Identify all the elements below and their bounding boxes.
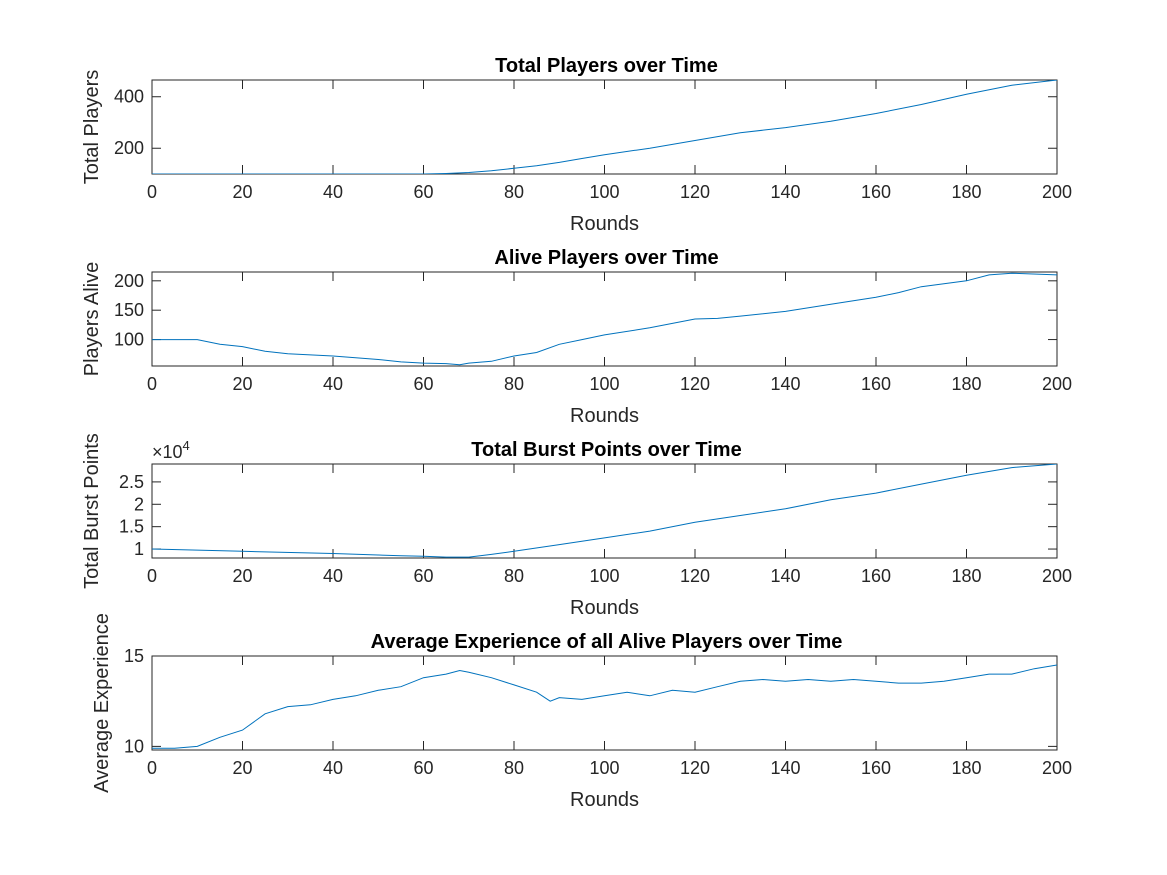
- y-tick-label: 400: [114, 87, 144, 107]
- chart-title: Average Experience of all Alive Players …: [371, 631, 843, 653]
- x-tick-label: 80: [504, 182, 524, 202]
- x-tick-label: 200: [1042, 566, 1072, 586]
- x-tick-label: 160: [861, 182, 891, 202]
- x-tick-label: 20: [232, 374, 252, 394]
- y-tick-label: 2: [134, 494, 144, 514]
- x-tick-label: 180: [951, 374, 981, 394]
- y-tick-label: 15: [124, 646, 144, 666]
- data-line: [152, 80, 1057, 174]
- exponent-power: 4: [183, 438, 190, 453]
- y-tick-label: 1.5: [119, 517, 144, 537]
- x-tick-label: 40: [323, 758, 343, 778]
- subplot-4: 0 20 40 60 80 100 120 140 160 180 200 10 15 Average E…: [91, 613, 1072, 811]
- y-tick-label: 150: [114, 300, 144, 320]
- x-tick-label: 120: [680, 182, 710, 202]
- x-tick-label: 160: [861, 374, 891, 394]
- x-tick-label: 200: [1042, 374, 1072, 394]
- x-tick-label: 100: [589, 374, 619, 394]
- x-tick-label: 140: [770, 566, 800, 586]
- x-tick-label: 0: [147, 758, 157, 778]
- x-tick-label: 200: [1042, 758, 1072, 778]
- x-tick-label: 60: [413, 374, 433, 394]
- x-tick-label: 120: [680, 566, 710, 586]
- x-tick-label: 120: [680, 758, 710, 778]
- y-axis-label: Average Experience: [91, 613, 113, 793]
- x-axis-label: Rounds: [570, 213, 639, 235]
- axes-box: [151, 271, 1058, 367]
- data-line: [152, 272, 1057, 366]
- exponent-base: ×10: [152, 442, 183, 462]
- x-tick-label: 40: [323, 566, 343, 586]
- x-axis-label: Rounds: [570, 597, 639, 619]
- chart-title: Total Players over Time: [495, 55, 718, 77]
- x-tick-label: 200: [1042, 182, 1072, 202]
- x-tick-label: 180: [951, 758, 981, 778]
- x-axis-label: Rounds: [570, 405, 639, 427]
- subplot-1: 0 20 40 60 80 100 120 140 160 180 200 200 400 Total P…: [81, 55, 1072, 235]
- y-tick-label: 2.5: [119, 472, 144, 492]
- chart-title: Total Burst Points over Time: [471, 439, 741, 461]
- y-axis-label: Players Alive: [81, 262, 103, 377]
- x-tick-label: 80: [504, 374, 524, 394]
- y-tick-label: 100: [114, 330, 144, 350]
- x-tick-label: 0: [147, 566, 157, 586]
- y-tick-label: 200: [114, 138, 144, 158]
- x-tick-label: 20: [232, 758, 252, 778]
- chart-title: Alive Players over Time: [494, 247, 718, 269]
- x-tick-label: 20: [232, 182, 252, 202]
- axes-box: [151, 655, 1058, 751]
- y-axis-label: Total Players: [81, 70, 103, 185]
- subplot-2: 0 20 40 60 80 100 120 140 160 180 200 100 150 200 Aliv…: [81, 247, 1072, 427]
- x-tick-label: 0: [147, 182, 157, 202]
- y-tick-label: 10: [124, 736, 144, 756]
- x-tick-label: 140: [770, 182, 800, 202]
- y-tick-label: 200: [114, 271, 144, 291]
- data-line: [152, 664, 1057, 749]
- x-tick-label: 60: [413, 182, 433, 202]
- axes-box: [151, 79, 1058, 175]
- x-tick-label: 120: [680, 374, 710, 394]
- axes-box: [151, 463, 1058, 559]
- x-tick-label: 40: [323, 182, 343, 202]
- x-tick-label: 140: [770, 374, 800, 394]
- x-tick-label: 100: [589, 566, 619, 586]
- x-tick-label: 80: [504, 566, 524, 586]
- x-tick-label: 100: [589, 182, 619, 202]
- x-tick-label: 140: [770, 758, 800, 778]
- y-exponent-label: ×104: [152, 438, 190, 462]
- subplot-3: 0 20 40 60 80 100 120 140 160 180 200 11.5 22.5 ×104 T…: [81, 433, 1072, 619]
- x-tick-label: 180: [951, 182, 981, 202]
- x-tick-label: 180: [951, 566, 981, 586]
- x-axis-label: Rounds: [570, 789, 639, 811]
- x-tick-label: 0: [147, 374, 157, 394]
- data-line: [152, 464, 1057, 558]
- x-tick-label: 60: [413, 758, 433, 778]
- x-tick-label: 20: [232, 566, 252, 586]
- x-tick-label: 40: [323, 374, 343, 394]
- y-axis-label: Total Burst Points: [81, 433, 103, 589]
- x-tick-label: 60: [413, 566, 433, 586]
- x-tick-label: 160: [861, 758, 891, 778]
- x-tick-label: 160: [861, 566, 891, 586]
- x-tick-label: 80: [504, 758, 524, 778]
- x-tick-label: 100: [589, 758, 619, 778]
- y-tick-label: 1: [134, 539, 144, 559]
